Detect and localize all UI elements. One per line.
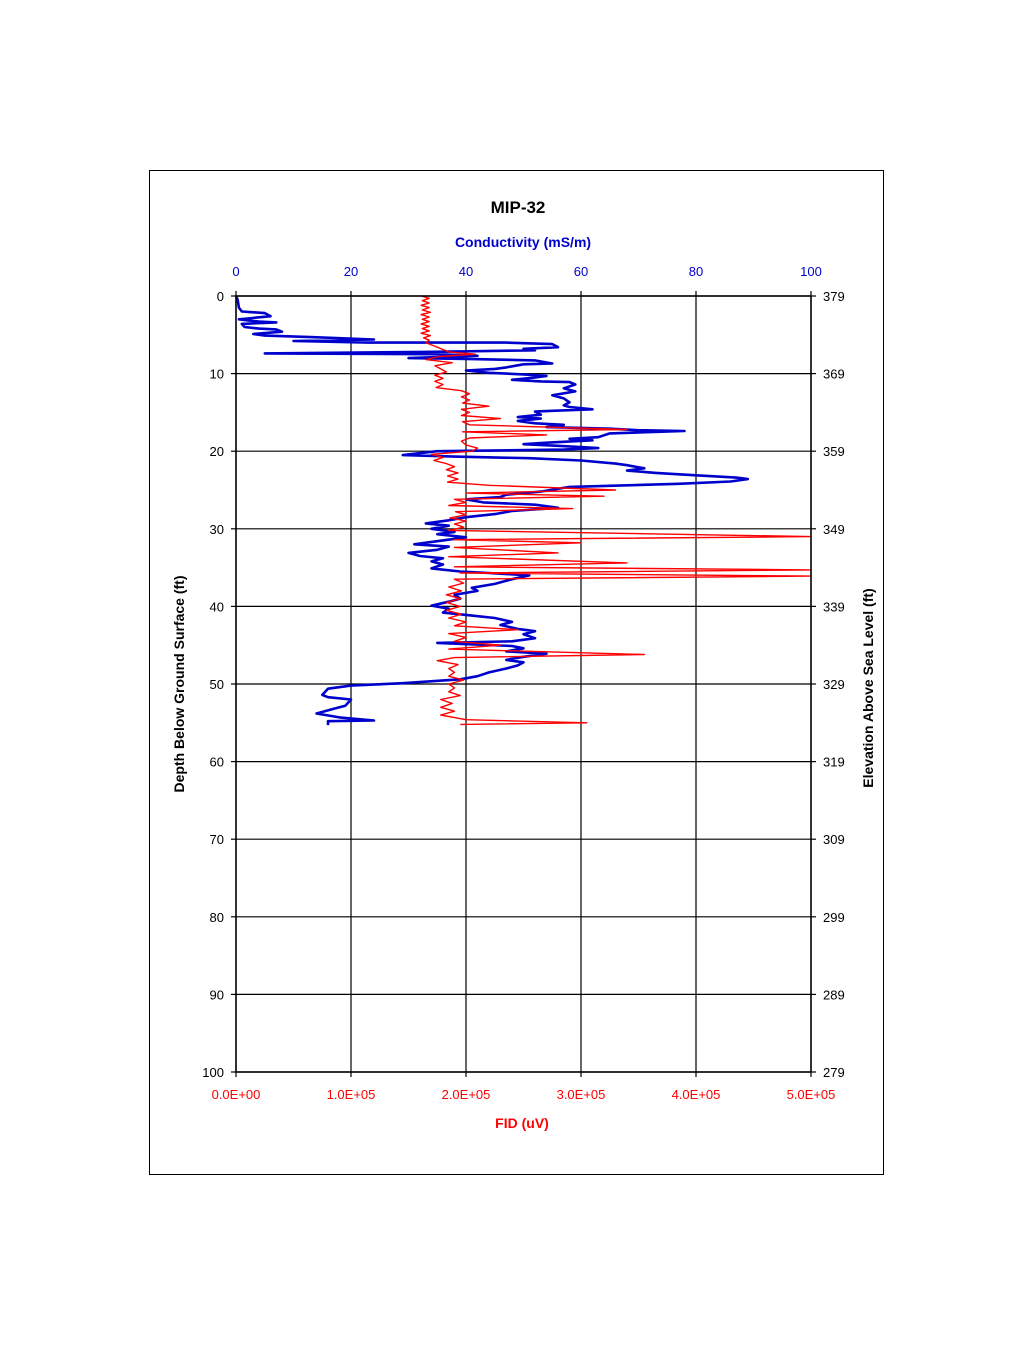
y-tick-label: 100 — [202, 1065, 224, 1080]
y-tick-label: 20 — [210, 444, 224, 459]
y-tick-label: 70 — [210, 832, 224, 847]
x-bottom-tick-label: 5.0E+05 — [787, 1087, 836, 1102]
y-tick-label: 60 — [210, 755, 224, 770]
y-right-tick-label: 349 — [823, 522, 845, 537]
y-tick-label: 0 — [217, 289, 224, 304]
conductivity-series-line — [234, 295, 750, 726]
x-bottom-tick-label: 3.0E+05 — [557, 1087, 606, 1102]
y-tick-label: 10 — [210, 367, 224, 382]
x-top-tick-label: 60 — [574, 264, 588, 279]
x-bottom-axis-label: FID (uV) — [495, 1115, 549, 1131]
y-right-tick-label: 339 — [823, 599, 845, 614]
tick-labels: 0 379 10 369 20 359 30 349 40 339 50 329 60 319 70 309 8… — [202, 264, 844, 1102]
x-bottom-tick-label: 0.0E+00 — [212, 1087, 261, 1102]
y-tick-label: 90 — [210, 987, 224, 1002]
x-bottom-tick-label: 2.0E+05 — [442, 1087, 491, 1102]
x-top-axis-label: Conductivity (mS/m) — [455, 234, 591, 250]
chart-svg: MIP-32 Conductivity (mS/m) FID (uV) Dept… — [171, 198, 876, 1131]
y-right-tick-label: 289 — [823, 987, 845, 1002]
y-right-tick-label: 359 — [823, 444, 845, 459]
y-right-tick-label: 379 — [823, 289, 845, 304]
chart-frame: MIP-32 Conductivity (mS/m) FID (uV) Dept… — [149, 170, 884, 1175]
chart-title: MIP-32 — [491, 198, 546, 217]
y-tick-label: 50 — [210, 677, 224, 692]
x-bottom-tick-label: 4.0E+05 — [672, 1087, 721, 1102]
y-tick-label: 80 — [210, 910, 224, 925]
fid-series-line — [420, 295, 812, 726]
y-right-axis-label: Elevation Above Sea Level (ft) — [860, 588, 876, 787]
y-tick-label: 30 — [210, 522, 224, 537]
y-right-tick-label: 279 — [823, 1065, 845, 1080]
series-group — [234, 295, 812, 726]
y-right-tick-label: 299 — [823, 910, 845, 925]
y-right-tick-label: 319 — [823, 755, 845, 770]
y-left-axis-label: Depth Below Ground Surface (ft) — [171, 576, 187, 793]
x-top-tick-label: 0 — [232, 264, 239, 279]
x-top-tick-label: 20 — [344, 264, 358, 279]
y-right-tick-label: 329 — [823, 677, 845, 692]
grid — [231, 291, 816, 1077]
y-tick-label: 40 — [210, 599, 224, 614]
y-right-tick-label: 309 — [823, 832, 845, 847]
y-right-tick-label: 369 — [823, 367, 845, 382]
x-top-tick-label: 100 — [800, 264, 822, 279]
x-top-tick-label: 80 — [689, 264, 703, 279]
x-top-tick-label: 40 — [459, 264, 473, 279]
x-bottom-tick-label: 1.0E+05 — [327, 1087, 376, 1102]
plot-area-border — [235, 295, 812, 1073]
